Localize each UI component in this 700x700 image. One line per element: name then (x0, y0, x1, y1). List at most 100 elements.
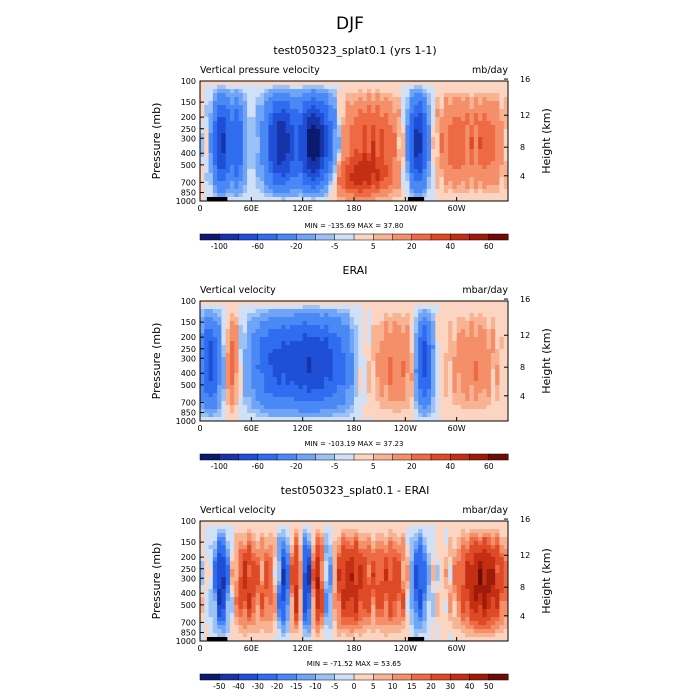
contour-cell (336, 97, 342, 102)
contour-cell (336, 137, 342, 142)
contour-cell (319, 413, 325, 418)
contour-cell (311, 81, 317, 86)
contour-cell (418, 153, 424, 158)
contour-cell (255, 525, 261, 530)
contour-cell (396, 325, 402, 330)
contour-cell (268, 525, 274, 530)
contour-cell (349, 157, 355, 162)
contour-cell (379, 173, 385, 178)
contour-cell (409, 533, 415, 538)
contour-cell (234, 117, 240, 122)
contour-cell (358, 141, 364, 146)
contour-cell (336, 341, 342, 346)
contour-cell (272, 521, 278, 526)
contour-cell (315, 409, 321, 414)
contour-cell (217, 405, 222, 410)
contour-cell (439, 321, 445, 326)
contour-cell (259, 117, 265, 122)
contour-cell (221, 133, 227, 138)
contour-cell (212, 193, 218, 198)
contour-cell (401, 413, 406, 418)
colorbar-swatch (199, 233, 220, 241)
contour-cell (255, 185, 261, 190)
contour-cell (200, 125, 205, 130)
contour-cell (298, 161, 304, 166)
contour-cell (315, 373, 321, 378)
contour-cell (396, 353, 402, 358)
contour-cell (221, 329, 227, 334)
contour-cell (328, 353, 334, 358)
contour-cell (272, 97, 278, 102)
contour-cell (332, 109, 338, 114)
contour-cell (366, 389, 372, 394)
colorbar-swatch (315, 233, 336, 241)
contour-cell (358, 93, 364, 98)
contour-cell (439, 405, 445, 410)
contour-cell (281, 533, 287, 538)
contour-cell (242, 393, 248, 398)
contour-cell (229, 381, 235, 386)
contour-cell (375, 121, 381, 126)
contour-cell (465, 317, 471, 322)
contour-cell (409, 521, 415, 526)
contour-cell (255, 93, 261, 98)
contour-cell (392, 89, 398, 94)
contour-cell (242, 537, 248, 542)
contour-cell (289, 97, 295, 102)
contour-cell (452, 153, 458, 158)
contour-cell (255, 345, 261, 350)
contour-cell (358, 361, 364, 366)
contour-cell (499, 545, 505, 550)
contour-cell (200, 349, 205, 354)
contour-cell (354, 165, 359, 170)
contour-cell (460, 113, 466, 118)
contour-cell (341, 393, 347, 398)
contour-cell (448, 397, 453, 402)
contour-cell (208, 361, 214, 366)
contour-cell (264, 85, 270, 90)
contour-cell (495, 381, 501, 386)
contour-cell (448, 193, 453, 198)
contour-cell (281, 417, 287, 421)
contour-cell (212, 381, 218, 386)
contour-cell (345, 137, 351, 142)
x-tick-label: 60W (448, 204, 466, 213)
contour-cell (388, 533, 394, 538)
contour-cell (448, 89, 453, 94)
contour-cell (277, 341, 282, 346)
contour-cell (234, 329, 240, 334)
contour-cell (366, 521, 372, 526)
contour-cell (362, 117, 368, 122)
contour-cell (401, 333, 406, 338)
contour-cell (478, 305, 483, 310)
contour-cell (294, 301, 299, 306)
contour-cell (272, 85, 278, 90)
contour-cell (345, 161, 351, 166)
contour-cell (383, 529, 389, 534)
contour-cell (285, 417, 291, 421)
contour-cell (379, 109, 385, 114)
contour-cell (499, 537, 505, 542)
contour-cell (221, 393, 227, 398)
contour-cell (217, 165, 222, 170)
contour-cell (456, 113, 462, 118)
contour-cell (354, 93, 359, 98)
contour-cell (358, 393, 364, 398)
contour-cell (366, 161, 372, 166)
contour-cell (495, 161, 501, 166)
contour-cell (281, 117, 287, 122)
y-tick-label: 150 (181, 318, 196, 327)
contour-cell (341, 305, 347, 310)
contour-cell (208, 117, 214, 122)
contour-cell (332, 393, 338, 398)
contour-cell (311, 313, 317, 318)
contour-cell (259, 89, 265, 94)
contour-cell (225, 317, 231, 322)
contour-cell (435, 345, 441, 350)
contour-cell (328, 377, 334, 382)
contour-cell (418, 533, 424, 538)
contour-cell (221, 545, 227, 550)
contour-cell (281, 113, 287, 118)
y-tick-label: 250 (181, 345, 196, 354)
contour-cell (200, 405, 205, 410)
